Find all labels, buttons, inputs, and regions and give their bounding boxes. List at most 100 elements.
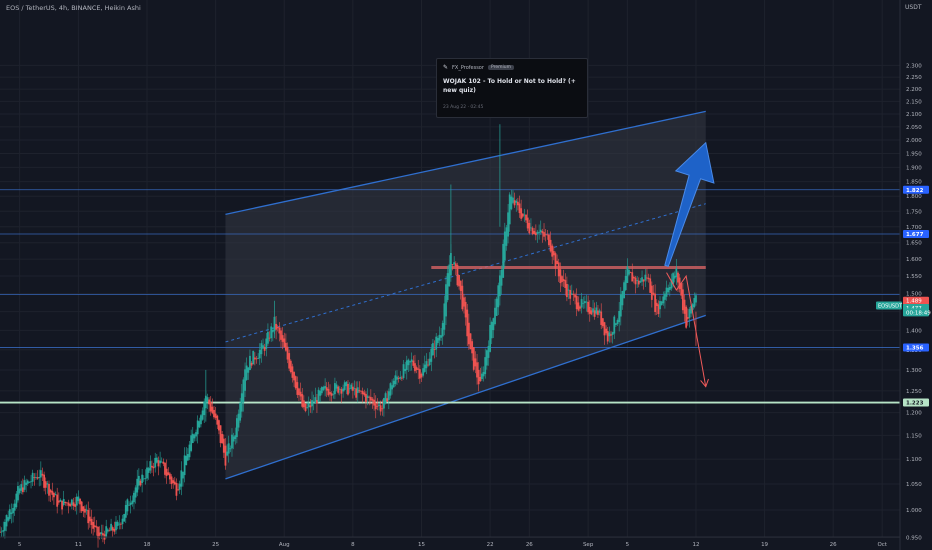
- candle-body: [435, 336, 438, 350]
- arrow-down-icon[interactable]: [700, 378, 709, 388]
- candle-body: [155, 457, 158, 463]
- candle-body: [253, 357, 256, 360]
- candle-body: [552, 251, 555, 256]
- candle-body: [619, 294, 622, 317]
- candle-body: [530, 227, 532, 229]
- price-tick-label: 1.900: [906, 165, 922, 171]
- candle-body: [523, 214, 526, 216]
- candle-body: [458, 274, 460, 287]
- price-tick-label: 2.050: [906, 125, 922, 131]
- candle-body: [79, 498, 81, 505]
- candle-body: [423, 364, 426, 372]
- tooltip-username[interactable]: FX_Professor: [452, 64, 484, 71]
- candle-body: [628, 269, 630, 275]
- candle-body: [4, 521, 6, 531]
- candle-body: [409, 361, 411, 363]
- candle-body: [196, 420, 199, 435]
- horizontal-levels[interactable]: [0, 189, 900, 404]
- candle-body: [206, 397, 209, 402]
- candle-body: [329, 392, 331, 395]
- candle-body: [453, 262, 456, 265]
- time-tick-label: Aug: [279, 542, 290, 548]
- candle-body: [477, 369, 480, 385]
- level-price-tag: 1.677: [906, 232, 924, 238]
- candle-body: [688, 309, 691, 318]
- candle-body: [670, 279, 673, 289]
- candle-body: [554, 253, 557, 269]
- time-axis[interactable]: 5 11 18 25 Aug 8 15 22 26 Sep 5 12 19 26 Oct: [0, 536, 900, 548]
- drawings[interactable]: [664, 141, 715, 388]
- candle-body: [325, 387, 328, 391]
- candle-body: [291, 366, 294, 378]
- candle-body: [75, 496, 78, 506]
- candle-body: [634, 277, 637, 285]
- candle-body: [74, 504, 77, 507]
- candle-body: [613, 316, 616, 334]
- time-tick-label: 15: [418, 542, 425, 548]
- candle-body: [557, 262, 560, 277]
- candle-body: [249, 355, 251, 371]
- candle-body: [298, 388, 300, 396]
- level-price-tag: 1.822: [906, 188, 924, 194]
- candle-body: [397, 378, 400, 380]
- candle-body: [280, 330, 282, 340]
- candle-body: [422, 368, 425, 376]
- candle-body: [227, 443, 230, 454]
- candle-body: [387, 391, 390, 400]
- candle-body: [503, 231, 506, 261]
- candle-body: [312, 403, 315, 404]
- candle-body: [672, 273, 674, 284]
- candle-body: [534, 232, 537, 236]
- candle-body: [575, 295, 578, 310]
- parallel-channel[interactable]: [225, 110, 706, 480]
- candle-body: [203, 401, 206, 416]
- candle-body: [412, 360, 415, 366]
- candle-body: [286, 346, 289, 360]
- candle-body: [391, 385, 393, 390]
- candle-body: [12, 508, 14, 514]
- price-axis[interactable]: 2.300 2.250 2.200 2.150 2.100 2.050 2.000 1.950…: [876, 0, 931, 550]
- candle-body: [451, 264, 454, 265]
- candle-body: [611, 332, 614, 335]
- candle-body: [257, 357, 260, 359]
- candle-body: [278, 327, 281, 334]
- price-tick-label: 1.400: [906, 328, 922, 334]
- candle-body: [95, 526, 98, 528]
- candle-body: [234, 435, 237, 440]
- candle-body: [427, 364, 429, 366]
- idea-title[interactable]: WOJAK 102 - To Hold or Not to Hold? (+ n…: [443, 78, 576, 94]
- candle-body: [348, 388, 351, 390]
- candle-body: [567, 289, 570, 291]
- candle-body: [432, 343, 434, 356]
- idea-tooltip[interactable]: ✎ FX_Professor Premium WOJAK 102 - To Ho…: [436, 58, 588, 118]
- candle-body: [641, 277, 643, 282]
- candle-body: [528, 222, 531, 234]
- candle-body: [446, 273, 449, 301]
- candle-body: [338, 388, 341, 390]
- candle-body: [572, 293, 575, 295]
- candle-body: [361, 390, 364, 395]
- candle-body: [43, 474, 46, 488]
- candle-body: [268, 337, 271, 339]
- arrow-up-icon[interactable]: [664, 141, 715, 267]
- channel-lower-line[interactable]: [225, 314, 706, 480]
- candle-body: [77, 496, 80, 502]
- candle-body: [443, 303, 446, 330]
- candle-body: [224, 445, 227, 466]
- candle-body: [144, 478, 147, 479]
- candle-body: [82, 506, 85, 512]
- candle-body: [35, 477, 37, 478]
- channel-mid-line[interactable]: [225, 203, 706, 343]
- candle-body: [417, 368, 420, 370]
- candle-body: [21, 487, 24, 493]
- price-tick-label: 2.100: [906, 112, 922, 118]
- arrow-down-path[interactable]: [666, 272, 707, 387]
- price-tick-label: 2.300: [906, 63, 922, 69]
- support-price-tag: 1.223: [906, 401, 924, 407]
- channel-upper-line[interactable]: [225, 110, 706, 215]
- support-price-tag-bg: [903, 398, 929, 407]
- candle-body: [17, 486, 19, 501]
- candle-body: [111, 527, 114, 531]
- candle-body: [340, 389, 343, 394]
